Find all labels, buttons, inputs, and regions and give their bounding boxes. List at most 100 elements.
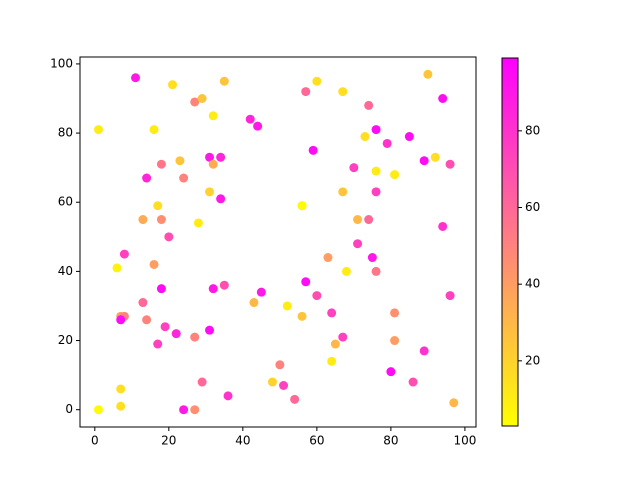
- colorbar-tick-label: 60: [525, 200, 540, 214]
- scatter-point: [168, 80, 178, 90]
- scatter-point: [449, 398, 459, 408]
- scatter-point: [282, 301, 292, 311]
- scatter-point: [205, 152, 215, 162]
- scatter-point: [249, 298, 259, 308]
- scatter-point: [205, 187, 215, 197]
- scatter-point: [364, 100, 374, 110]
- scatter-point: [138, 298, 148, 308]
- scatter-point: [149, 125, 159, 135]
- scatter-point: [367, 253, 377, 263]
- scatter-point: [142, 315, 152, 325]
- scatter-point: [216, 152, 226, 162]
- scatter-point: [338, 87, 348, 97]
- scatter-point: [138, 215, 148, 225]
- scatter-point: [438, 221, 448, 231]
- scatter-point: [193, 218, 203, 228]
- scatter-point: [190, 405, 200, 415]
- scatter-point: [386, 367, 396, 377]
- scatter-point: [223, 391, 233, 401]
- scatter-point: [382, 138, 392, 148]
- scatter-point: [156, 284, 166, 294]
- scatter-point: [153, 201, 163, 211]
- scatter-point: [353, 215, 363, 225]
- scatter-point: [323, 253, 333, 263]
- scatter-point: [297, 311, 307, 321]
- scatter-point: [94, 405, 104, 415]
- scatter-point: [208, 284, 218, 294]
- scatter-point: [330, 339, 340, 349]
- scatter-point: [390, 336, 400, 346]
- scatter-point: [219, 76, 229, 86]
- scatter-point: [175, 156, 185, 166]
- colorbar-tick-label: 80: [525, 123, 540, 137]
- colorbar-tick-label: 40: [525, 277, 540, 291]
- scatter-point: [116, 315, 126, 325]
- scatter-point: [290, 394, 300, 404]
- scatter-point: [312, 291, 322, 301]
- x-tick-label: 60: [309, 434, 324, 448]
- scatter-point: [371, 166, 381, 176]
- scatter-point: [171, 329, 181, 339]
- y-tick-label: 20: [58, 333, 73, 347]
- plot-area: [79, 56, 477, 428]
- scatter-point: [404, 132, 414, 142]
- scatter-point: [256, 287, 266, 297]
- scatter-point: [371, 125, 381, 135]
- scatter-point: [245, 114, 255, 124]
- scatter-point: [423, 69, 433, 79]
- colorbar: [501, 57, 519, 427]
- scatter-point: [301, 277, 311, 287]
- scatter-point: [190, 97, 200, 107]
- scatter-point: [179, 405, 189, 415]
- scatter-point: [160, 322, 170, 332]
- scatter-point: [371, 266, 381, 276]
- scatter-point: [338, 187, 348, 197]
- scatter-point: [349, 163, 359, 173]
- scatter-point: [438, 93, 448, 103]
- scatter-point: [197, 377, 207, 387]
- scatter-point: [297, 201, 307, 211]
- scatter-point: [275, 360, 285, 370]
- scatter-point: [164, 232, 174, 242]
- scatter-point: [390, 308, 400, 318]
- x-tick-label: 40: [235, 434, 250, 448]
- scatter-point: [216, 194, 226, 204]
- scatter-point: [94, 125, 104, 135]
- y-tick-label: 0: [65, 402, 73, 416]
- scatter-point: [116, 401, 126, 411]
- scatter-point: [208, 159, 218, 169]
- y-tick-label: 100: [50, 56, 73, 70]
- scatter-point: [430, 152, 440, 162]
- scatter-point: [353, 239, 363, 249]
- scatter-point: [301, 87, 311, 97]
- scatter-point: [327, 356, 337, 366]
- y-tick-label: 40: [58, 264, 73, 278]
- scatter-point: [371, 187, 381, 197]
- y-tick-label: 80: [58, 126, 73, 140]
- scatter-point: [179, 173, 189, 183]
- scatter-point: [208, 111, 218, 121]
- scatter-point: [419, 156, 429, 166]
- scatter-point: [279, 381, 289, 391]
- scatter-point: [131, 73, 141, 83]
- scatter-point: [156, 159, 166, 169]
- scatter-point: [153, 339, 163, 349]
- x-tick-label: 20: [161, 434, 176, 448]
- scatter-point: [308, 145, 318, 155]
- scatter-point: [205, 325, 215, 335]
- x-tick-label: 100: [453, 434, 476, 448]
- scatter-point: [445, 291, 455, 301]
- scatter-point: [445, 159, 455, 169]
- scatter-point: [312, 76, 322, 86]
- scatter-point: [149, 259, 159, 269]
- scatter-point: [327, 308, 337, 318]
- scatter-point: [419, 346, 429, 356]
- x-tick-label: 80: [383, 434, 398, 448]
- scatter-point: [390, 170, 400, 180]
- y-tick-label: 60: [58, 195, 73, 209]
- scatter-point: [408, 377, 418, 387]
- scatter-point: [116, 384, 126, 394]
- scatter-point: [219, 280, 229, 290]
- scatter-point: [253, 121, 263, 131]
